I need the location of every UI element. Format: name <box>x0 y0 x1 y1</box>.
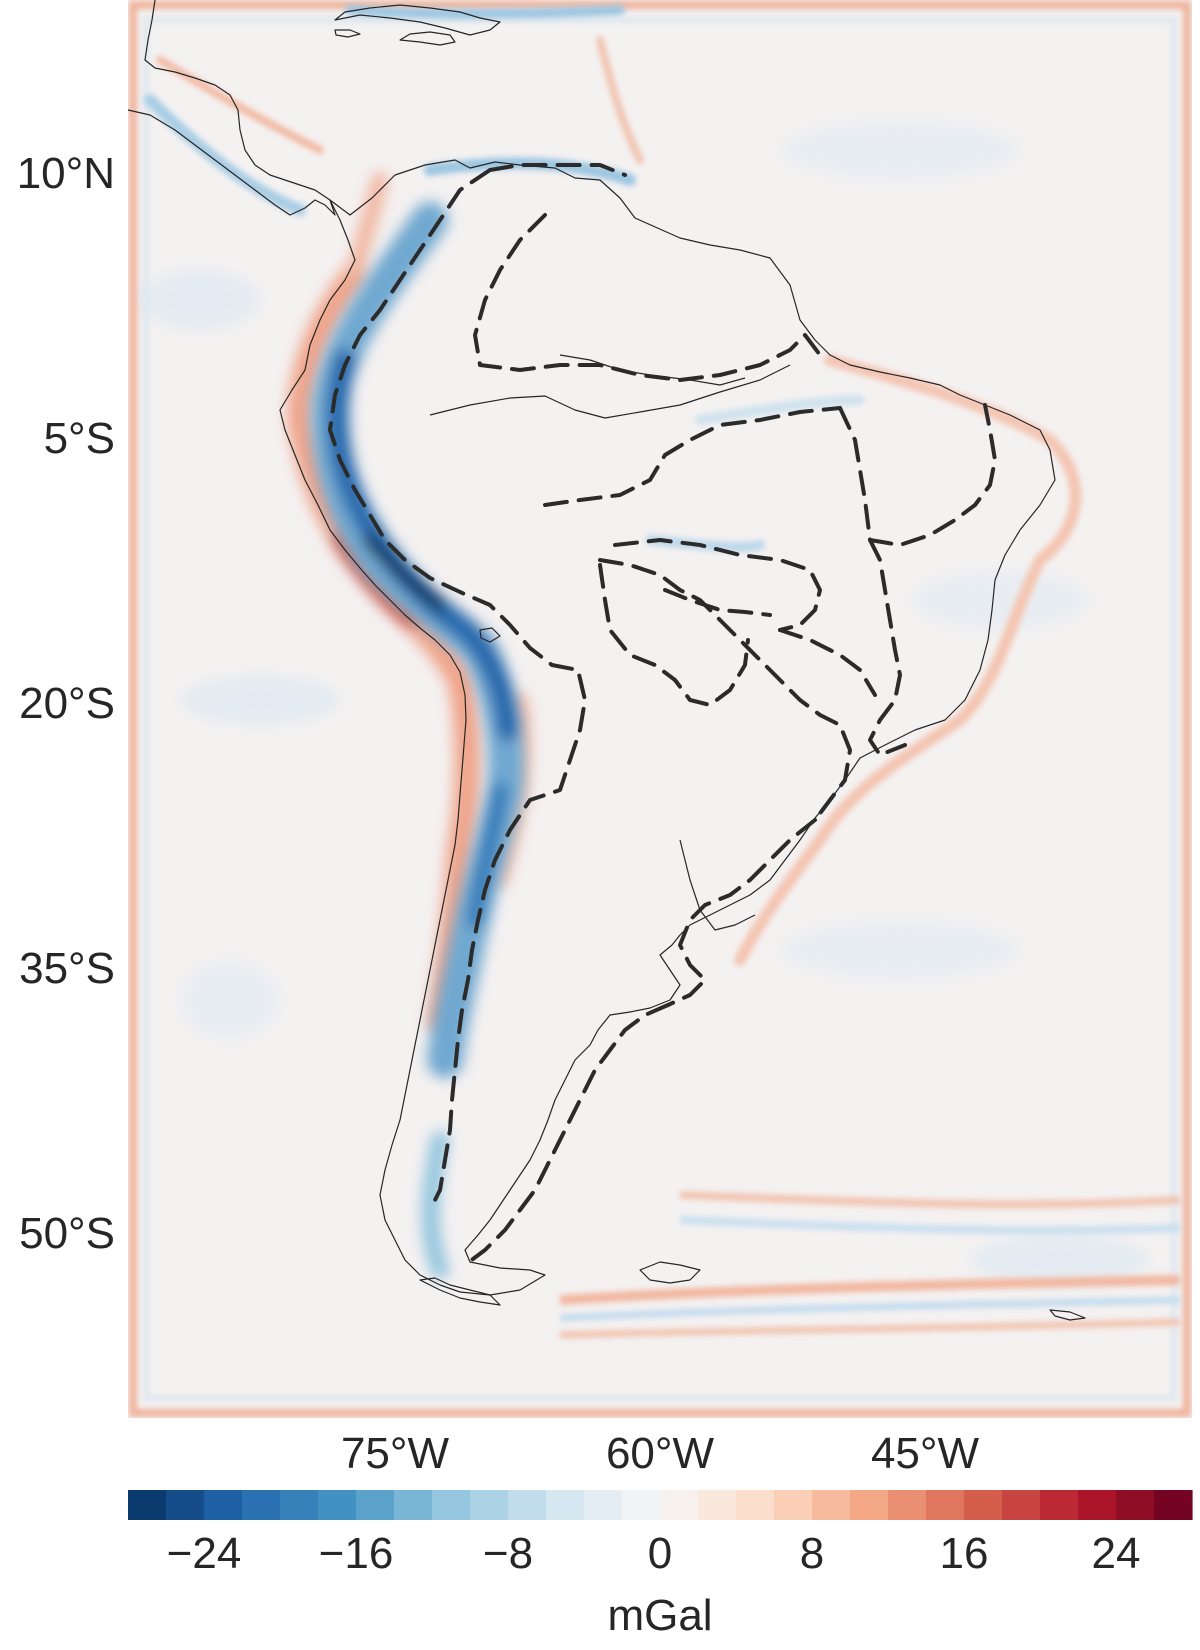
boundary-amazon-south <box>543 406 842 507</box>
coastline-hispaniola <box>399 31 456 46</box>
coastline-falklands <box>639 1261 701 1284</box>
andes-negative-core <box>311 202 525 1279</box>
coastline-south-america <box>279 159 1056 1296</box>
southern-ocean-bands <box>559 1191 1181 1339</box>
colorbar-cell <box>1040 1490 1079 1520</box>
colorbar-cell <box>850 1490 889 1520</box>
colorbar-cell <box>926 1490 965 1520</box>
colorbar-cell <box>280 1490 319 1520</box>
colorbar-cell <box>774 1490 813 1520</box>
boundary-guiana-inner <box>473 213 822 382</box>
colorbar-cell <box>964 1490 1003 1520</box>
y-tick-label: 20°S <box>19 679 115 728</box>
colorbar-tick-label: −24 <box>167 1529 242 1578</box>
colorbar-cell <box>508 1490 547 1520</box>
colorbar-cell <box>622 1490 661 1520</box>
colorbar-ticks: −24 −16 −8 0 8 16 24 <box>167 1529 1141 1578</box>
province-boundaries <box>328 163 997 1267</box>
colorbar-tick-label: −8 <box>483 1529 533 1578</box>
x-axis: 75°W 60°W 45°W <box>341 1429 980 1478</box>
y-tick-label: 10°N <box>17 149 115 198</box>
colorbar-tick-label: 8 <box>800 1529 824 1578</box>
x-tick-label: 60°W <box>606 1429 715 1478</box>
colorbar-cell <box>812 1490 851 1520</box>
coastline-tierra-del-fuego <box>419 1277 501 1306</box>
colorbar-cell <box>1002 1490 1041 1520</box>
colorbar-cells <box>128 1490 1193 1520</box>
boundary-internal-2 <box>778 628 877 697</box>
boundary-chaco <box>598 563 750 707</box>
colorbar-cell <box>698 1490 737 1520</box>
colorbar-cell <box>356 1490 395 1520</box>
y-axis: 10°N 5°S 20°S 35°S 50°S <box>17 149 115 1258</box>
lake-titicaca <box>479 627 501 643</box>
colorbar-cell <box>470 1490 509 1520</box>
boundary-internal-1 <box>663 588 772 617</box>
colorbar-tick-label: 16 <box>940 1529 989 1578</box>
colorbar-cell <box>204 1490 243 1520</box>
y-tick-label: 5°S <box>44 414 115 463</box>
y-tick-label: 35°S <box>19 944 115 993</box>
boundary-la-plata <box>666 818 817 1007</box>
boundary-parana-basin <box>598 558 852 822</box>
colorbar-cell <box>584 1490 623 1520</box>
y-tick-label: 50°S <box>19 1209 115 1258</box>
edge-anomaly-frame <box>129 1 1191 1417</box>
colorbar-cell <box>888 1490 927 1520</box>
colorbar-tick-label: 24 <box>1092 1529 1141 1578</box>
x-tick-label: 45°W <box>871 1429 980 1478</box>
river-amazon <box>429 364 791 419</box>
coastline-central-america <box>127 0 336 216</box>
river-plata <box>679 839 756 931</box>
coastline-cuba <box>334 4 501 36</box>
boundary-guiana-shield-north <box>488 163 627 177</box>
colorbar-tick-label: 0 <box>648 1529 672 1578</box>
colorbar: −24 −16 −8 0 8 16 24 mGal <box>128 1490 1193 1640</box>
colorbar-cell <box>432 1490 471 1520</box>
boundary-sao-francisco <box>868 538 907 757</box>
colorbar-cell <box>546 1490 585 1520</box>
x-tick-label: 75°W <box>341 1429 450 1478</box>
colorbar-cell <box>128 1490 167 1520</box>
colorbar-cell <box>1078 1490 1117 1520</box>
colorbar-cell <box>736 1490 775 1520</box>
colorbar-cell <box>394 1490 433 1520</box>
coastline-jamaica <box>334 29 361 38</box>
colorbar-cell <box>166 1490 205 1520</box>
plot-area <box>128 0 1192 1418</box>
colorbar-tick-label: −16 <box>319 1529 394 1578</box>
coastline-south-georgia <box>1049 1309 1086 1321</box>
background-texture <box>140 120 1150 1285</box>
colorbar-cell <box>1116 1490 1155 1520</box>
boundary-andean-east-front <box>328 168 587 1212</box>
boundary-patagonia <box>463 1003 670 1267</box>
colorbar-cell <box>242 1490 281 1520</box>
colorbar-label: mGal <box>607 1591 712 1640</box>
boundary-central <box>613 538 822 632</box>
colorbar-cell <box>318 1490 357 1520</box>
colorbar-cell <box>660 1490 699 1520</box>
colorbar-cell <box>1154 1490 1193 1520</box>
coastline-layer <box>127 0 1086 1321</box>
